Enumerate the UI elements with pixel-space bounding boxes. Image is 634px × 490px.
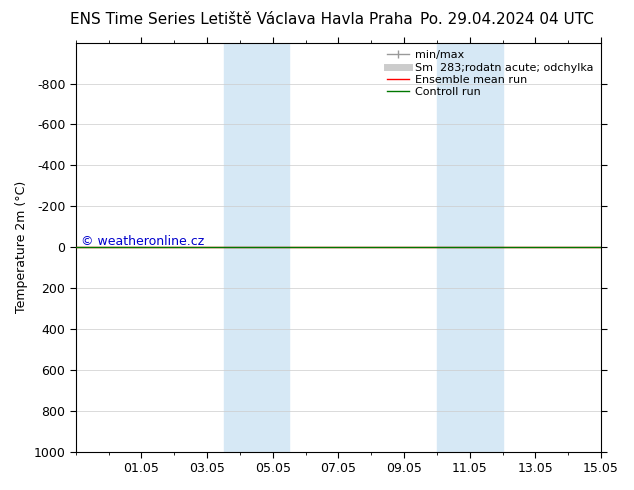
Bar bbox=[224, 43, 289, 452]
Y-axis label: Temperature 2m (°C): Temperature 2m (°C) bbox=[15, 181, 28, 313]
Bar bbox=[437, 43, 503, 452]
Legend: min/max, Sm  283;rodatn acute; odchylka, Ensemble mean run, Controll run: min/max, Sm 283;rodatn acute; odchylka, … bbox=[385, 48, 595, 99]
Text: ENS Time Series Letiště Václava Havla Praha: ENS Time Series Letiště Václava Havla Pr… bbox=[70, 12, 412, 27]
Text: Po. 29.04.2024 04 UTC: Po. 29.04.2024 04 UTC bbox=[420, 12, 594, 27]
Text: © weatheronline.cz: © weatheronline.cz bbox=[81, 235, 204, 248]
